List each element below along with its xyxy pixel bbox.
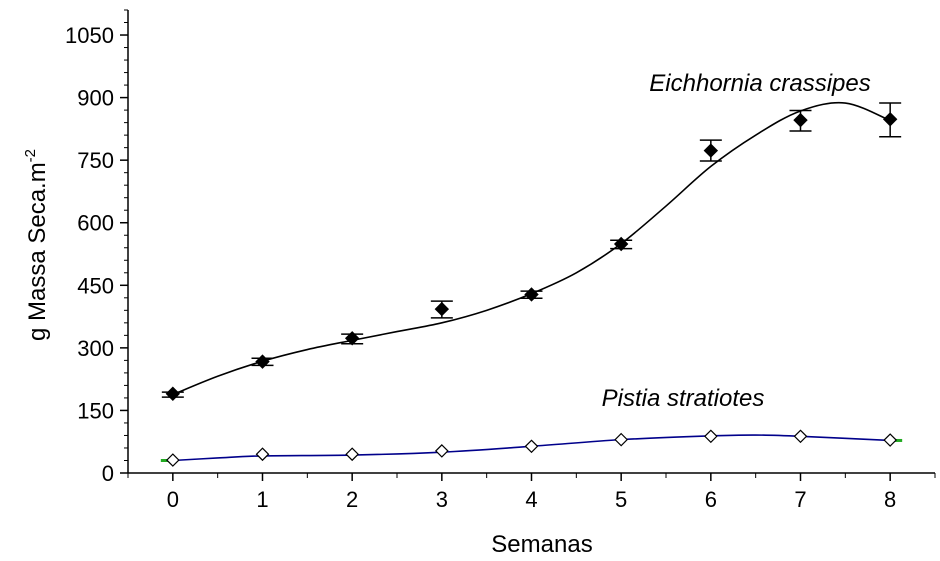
x-tick-label: 2 [346, 487, 358, 512]
data-point-pistia [703, 429, 718, 444]
x-tick-label: 4 [525, 487, 537, 512]
y-axis-title-superscript: -2 [22, 149, 39, 162]
y-tick-label: 300 [77, 336, 114, 361]
x-tick-label: 5 [615, 487, 627, 512]
y-ticks: 0 150 300 450 600 750 900 1050 [65, 9, 128, 486]
error-bars [161, 102, 902, 398]
x-axis-title: Semanas [491, 531, 592, 558]
data-point-pistia [614, 432, 629, 447]
data-point-pistia [793, 429, 808, 444]
x-tick-label: 7 [794, 487, 806, 512]
data-point-eichhornia [793, 112, 808, 128]
data-point-eichhornia [434, 301, 450, 317]
data-markers [165, 112, 898, 467]
data-point-pistia [345, 447, 360, 462]
data-point-eichhornia [882, 112, 898, 127]
data-point-pistia [883, 433, 898, 447]
fit-lines [160, 101, 903, 462]
x-tick-label: 6 [705, 487, 717, 512]
axes: 0 1 2 3 4 5 6 7 8 0 150 300 450 600 750 900 1050 [65, 9, 936, 512]
x-tick-label: 1 [256, 487, 268, 512]
y-axis-title-main: g Massa Seca.m [24, 162, 51, 341]
x-tick-label: 8 [884, 487, 896, 512]
data-point-eichhornia [524, 287, 539, 302]
y-tick-label: 600 [77, 211, 114, 236]
data-point-pistia [255, 447, 270, 462]
y-tick-label: 150 [77, 398, 114, 423]
series-label-pistia: Pistia stratiotes [602, 385, 765, 412]
x-tick-label: 3 [436, 487, 448, 512]
y-tick-label: 900 [77, 86, 114, 111]
y-tick-label: 0 [102, 461, 114, 486]
y-axis-title: g Massa Seca.m-2 [22, 149, 51, 341]
x-tick-label: 0 [167, 487, 179, 512]
plot-area [160, 101, 903, 467]
fit-line-0 [172, 101, 891, 396]
y-tick-label: 450 [77, 273, 114, 298]
y-tick-label: 1050 [65, 23, 114, 48]
data-point-pistia [434, 444, 449, 458]
data-point-pistia [165, 453, 180, 467]
series-label-eichhornia: Eichhornia crassipes [649, 70, 870, 97]
data-point-eichhornia [703, 143, 719, 158]
x-ticks: 0 1 2 3 4 5 6 7 8 [127, 473, 936, 512]
y-tick-label: 750 [77, 148, 114, 173]
data-point-eichhornia [344, 331, 360, 346]
data-point-eichhornia [165, 386, 181, 401]
data-point-pistia [524, 439, 539, 454]
data-point-eichhornia [613, 236, 629, 252]
data-point-eichhornia [255, 354, 270, 369]
